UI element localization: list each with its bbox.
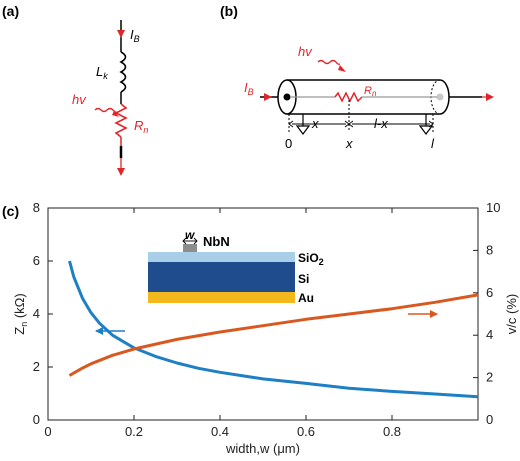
- photon-wave-a: [94, 107, 118, 113]
- chart-c: 0 0.2 0.4 0.6 0.8 0 2 4 6 8 0 2 4 6 8 10 width,w (μm)…: [12, 200, 519, 456]
- current-arrow-b-out: [486, 93, 494, 101]
- nbn-label: NbN: [203, 234, 230, 249]
- resistor-symbol-a: [114, 103, 128, 138]
- current-arrow-a-top: [117, 30, 125, 38]
- resistor-label-b: Rn: [364, 85, 377, 98]
- y-left-tick-label: 4: [33, 306, 40, 321]
- position-label-0: 0: [285, 136, 292, 151]
- current-label-a: IB: [130, 27, 140, 44]
- nbn-strip: [183, 244, 197, 252]
- x-axis-label: width,w (μm): [225, 441, 300, 456]
- photon-wave-b: [317, 59, 341, 65]
- y-left-tick-label: 0: [33, 412, 40, 427]
- cylinder-body: [287, 79, 440, 115]
- center-dot-right: [436, 93, 444, 101]
- series-line-left: [68, 260, 479, 399]
- x-tick-label: 0.2: [125, 424, 143, 439]
- center-dot-left: [283, 93, 291, 101]
- layer-stack-inset: w NbN SiO2 Si Au: [148, 228, 324, 305]
- sio2-layer: [148, 252, 295, 262]
- photon-arrow-a: [112, 111, 119, 117]
- au-label: Au: [298, 291, 314, 305]
- y-right-tick-label: 2: [486, 370, 493, 385]
- y-right-tick-label: 10: [486, 200, 500, 215]
- segment-arrowheads-lx: [348, 120, 434, 128]
- y-left-ticks: 0 2 4 6 8: [33, 200, 53, 427]
- x-tick-label: 0: [44, 424, 51, 439]
- y-right-tick-label: 8: [486, 242, 493, 257]
- y-left-axis-label: Zn (kΩ): [12, 293, 29, 334]
- x-ticks: 0 0.2 0.4 0.6 0.8: [44, 208, 401, 439]
- position-label-l: l: [431, 136, 435, 151]
- inductor-label: Lk: [96, 64, 108, 81]
- photon-label-b: hv: [298, 44, 313, 59]
- panel-label-b: (b): [220, 3, 238, 19]
- segment-label-x: x: [311, 116, 319, 131]
- y-right-ticks: 0 2 4 6 8 10: [473, 200, 500, 427]
- current-label-b: IB: [244, 80, 254, 97]
- y-right-axis-label: v/c (%): [504, 294, 519, 334]
- panel-label-c: (c): [2, 203, 19, 219]
- y-left-tick-label: 2: [33, 359, 40, 374]
- x-tick-label: 0.8: [383, 424, 401, 439]
- circuit-b: IB Rn hv: [244, 44, 494, 151]
- panel-label-a: (a): [2, 3, 19, 19]
- left-axis-indicator-arrow: [95, 327, 125, 335]
- y-right-tick-label: 0: [486, 412, 493, 427]
- series-line-right: [68, 293, 479, 377]
- current-arrow-a-bottom: [117, 168, 125, 176]
- au-layer: [148, 292, 295, 303]
- width-dimension-arrowheads: [182, 237, 198, 245]
- si-layer: [148, 262, 295, 292]
- circuit-a: IB Lk Rn hv: [72, 20, 148, 176]
- width-label-w: w: [185, 228, 195, 242]
- x-tick-label: 0.6: [297, 424, 315, 439]
- sio2-label: SiO2: [298, 251, 324, 267]
- y-left-tick-label: 6: [33, 253, 40, 268]
- current-arrow-b-in: [264, 93, 272, 101]
- resistor-label-a: Rn: [134, 118, 148, 135]
- right-axis-indicator-arrow: [408, 310, 438, 318]
- y-right-tick-label: 6: [486, 285, 493, 300]
- segment-label-lx: l-x: [374, 116, 388, 131]
- si-label: Si: [298, 272, 309, 286]
- photon-arrow-b: [338, 65, 346, 72]
- y-left-tick-label: 8: [33, 200, 40, 215]
- series-group: [68, 260, 479, 399]
- resistor-symbol-b: [334, 91, 363, 103]
- y-right-tick-label: 4: [486, 327, 493, 342]
- photon-label-a: hv: [72, 92, 87, 107]
- x-tick-label: 0.4: [211, 424, 229, 439]
- position-label-x: x: [345, 136, 353, 151]
- inductor-symbol: [119, 51, 127, 93]
